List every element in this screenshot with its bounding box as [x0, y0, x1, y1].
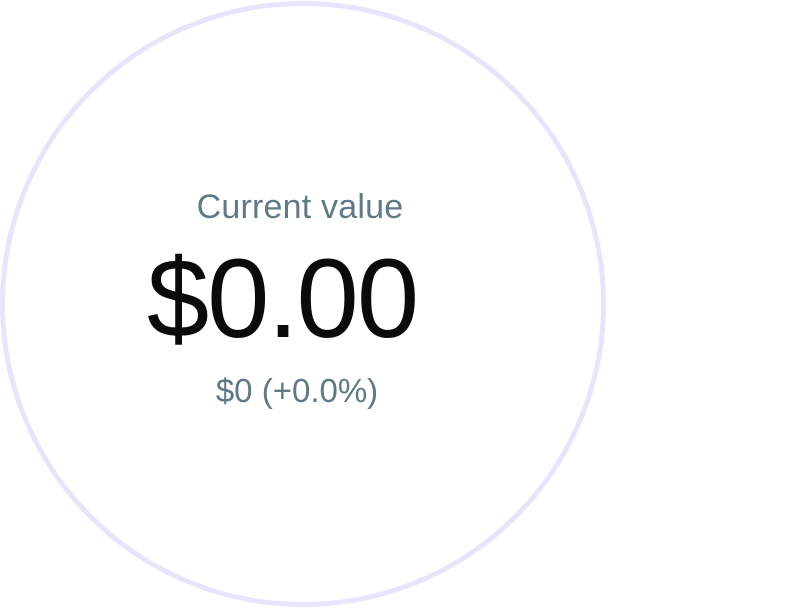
current-value-label: Current value	[196, 188, 404, 226]
current-value-amount: $0.00	[146, 236, 419, 361]
value-change: $0 (+0.0%)	[215, 372, 379, 409]
value-ring	[0, 1, 606, 607]
